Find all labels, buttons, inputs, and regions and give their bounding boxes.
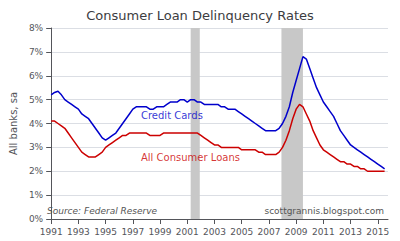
svg-text:1995: 1995 [94, 227, 117, 237]
svg-text:2009: 2009 [285, 227, 308, 237]
svg-text:6%: 6% [29, 71, 44, 81]
svg-text:Credit Cards: Credit Cards [141, 110, 203, 121]
svg-text:1997: 1997 [121, 227, 144, 237]
svg-text:2011: 2011 [312, 227, 335, 237]
svg-text:3%: 3% [29, 142, 44, 152]
svg-text:2001: 2001 [176, 227, 199, 237]
svg-text:2013: 2013 [339, 227, 362, 237]
svg-text:7%: 7% [29, 47, 44, 57]
svg-text:All banks, sa: All banks, sa [8, 92, 19, 155]
svg-text:2%: 2% [29, 166, 44, 176]
svg-text:0%: 0% [29, 214, 44, 224]
svg-text:Consumer Loan Delinquency Rate: Consumer Loan Delinquency Rates [86, 8, 314, 23]
svg-text:5%: 5% [29, 95, 44, 105]
svg-text:All Consumer Loans: All Consumer Loans [141, 152, 240, 163]
svg-text:2015: 2015 [366, 227, 389, 237]
svg-text:8%: 8% [29, 23, 44, 33]
svg-text:1993: 1993 [67, 227, 90, 237]
svg-text:4%: 4% [29, 119, 44, 129]
svg-text:Source: Federal Reserve: Source: Federal Reserve [47, 206, 158, 216]
svg-text:1999: 1999 [149, 227, 172, 237]
svg-text:2007: 2007 [257, 227, 280, 237]
svg-text:1991: 1991 [40, 227, 63, 237]
svg-text:scottgrannis.blogspot.com: scottgrannis.blogspot.com [264, 206, 384, 216]
svg-text:2003: 2003 [203, 227, 226, 237]
svg-text:1%: 1% [29, 190, 44, 200]
svg-text:2005: 2005 [230, 227, 253, 237]
